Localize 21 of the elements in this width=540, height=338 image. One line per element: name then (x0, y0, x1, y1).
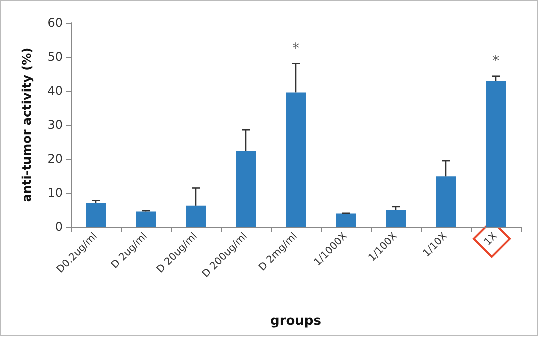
bar (86, 203, 106, 227)
y-tick-label: 60 (48, 16, 63, 30)
y-tick-label: 40 (48, 84, 63, 98)
bar (186, 206, 206, 227)
bar (436, 176, 456, 227)
x-axis-title: groups (270, 314, 322, 329)
y-axis-title: anti-tumor activity (%) (20, 48, 34, 202)
bar (336, 214, 356, 227)
y-tick-label: 30 (48, 118, 63, 132)
bar (286, 92, 306, 227)
bar (486, 81, 506, 227)
y-tick-label: 10 (48, 186, 63, 200)
y-tick-label: 0 (55, 220, 63, 234)
bar (386, 210, 406, 227)
bar (236, 151, 256, 227)
y-tick-label: 20 (48, 152, 63, 166)
data-label: * (292, 40, 300, 57)
y-tick-label: 50 (48, 50, 63, 64)
bar (136, 212, 156, 227)
data-label: * (492, 53, 500, 70)
x-tick-label: 1X (482, 231, 500, 248)
